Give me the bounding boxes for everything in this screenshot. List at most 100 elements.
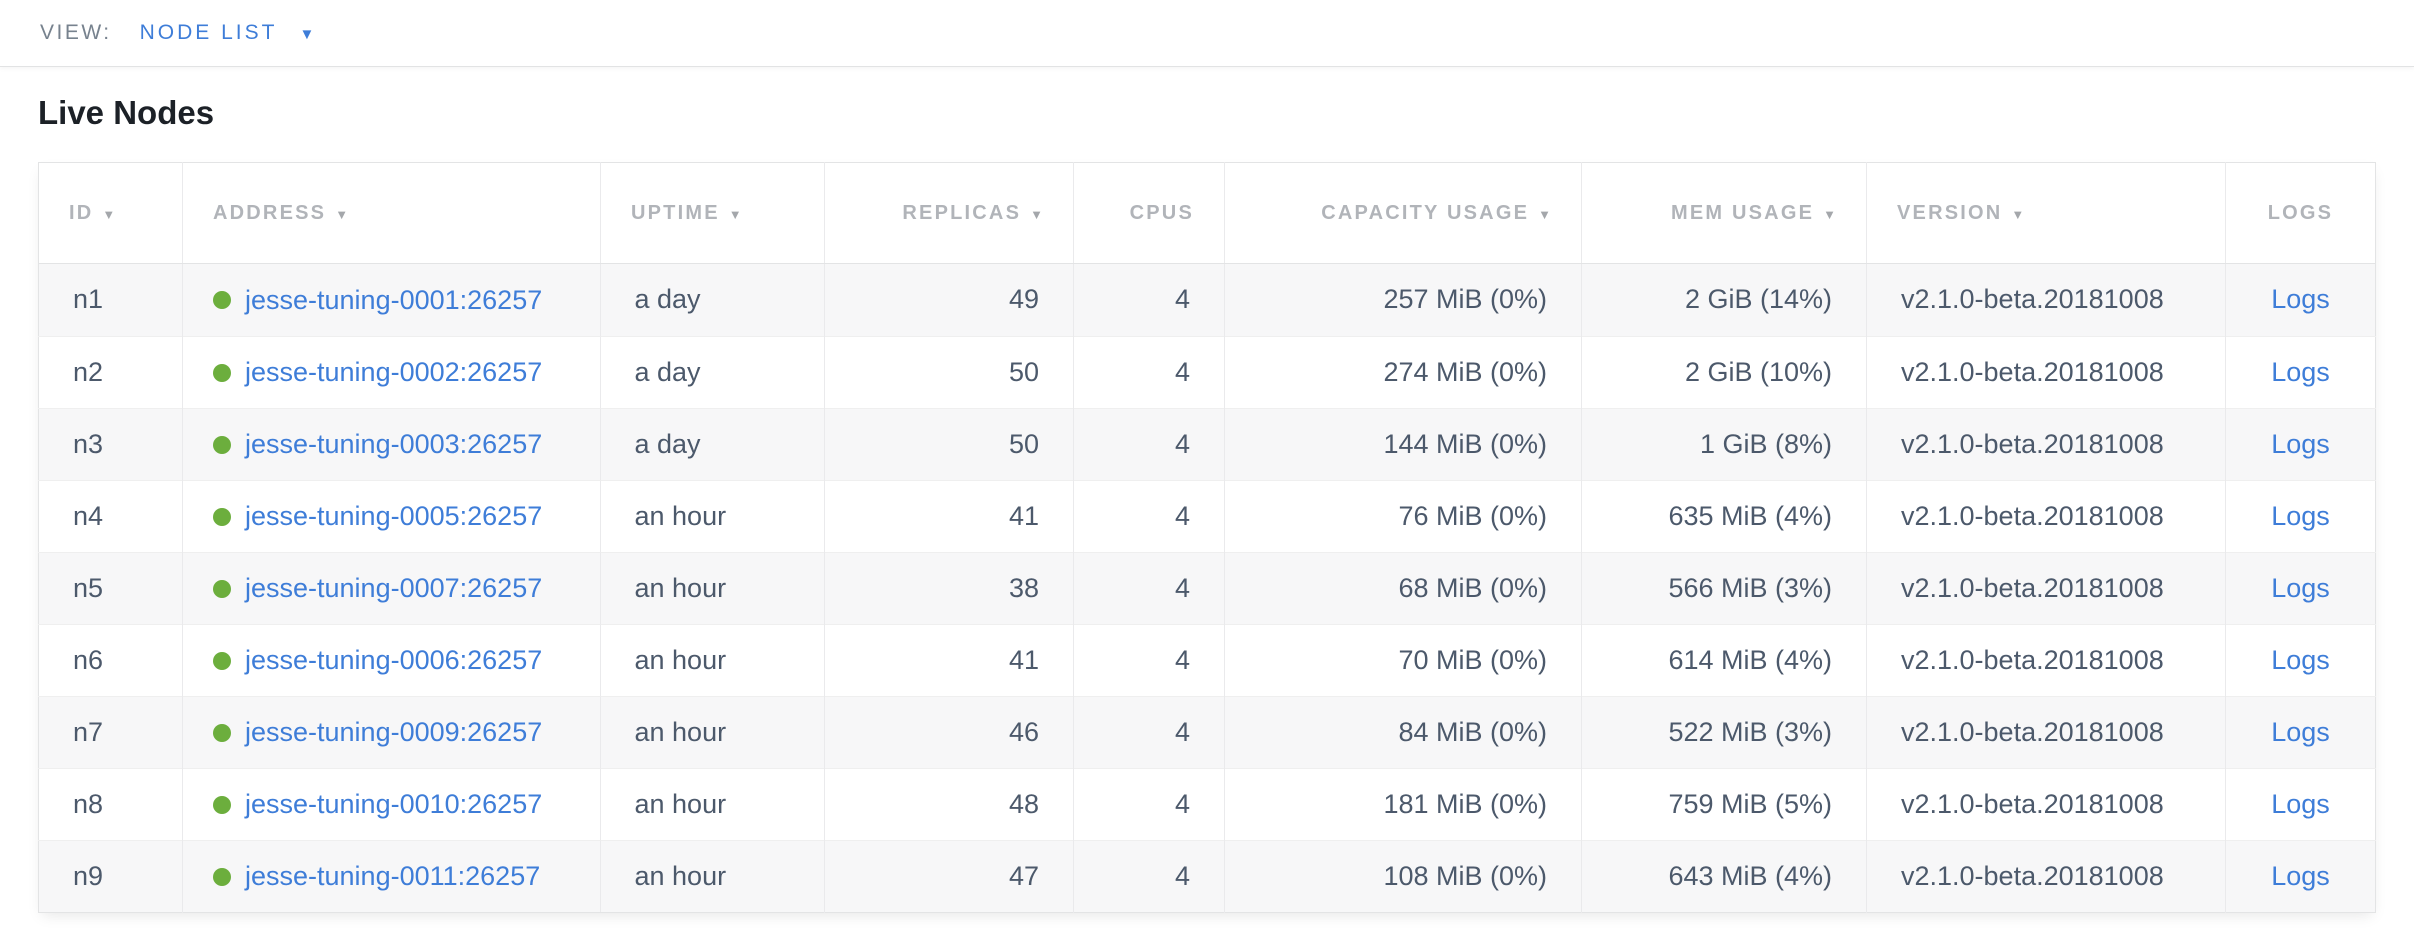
node-address-link[interactable]: jesse-tuning-0006:26257 [245, 645, 543, 675]
column-header-mem-usage[interactable]: MEM USAGE ▼ [1581, 162, 1867, 264]
node-address-cell: jesse-tuning-0007:26257 [183, 552, 601, 624]
node-address-link[interactable]: jesse-tuning-0009:26257 [245, 717, 543, 747]
node-address-cell: jesse-tuning-0003:26257 [183, 408, 601, 480]
node-live-status-icon [213, 651, 231, 670]
capacity-usage-cell: 144 MiB (0%) [1224, 407, 1582, 480]
table-row: n2 jesse-tuning-0002:26257 a day 50 4 27… [38, 335, 2376, 408]
logs-cell: Logs [2225, 695, 2376, 768]
mem-usage-cell: 2 GiB (14%) [1581, 263, 1867, 336]
logs-link[interactable]: Logs [2271, 788, 2330, 819]
node-address-link[interactable]: jesse-tuning-0002:26257 [245, 357, 543, 387]
logs-link[interactable]: Logs [2271, 644, 2330, 675]
replicas-cell: 38 [824, 551, 1074, 624]
node-address-link[interactable]: jesse-tuning-0011:26257 [245, 861, 541, 891]
node-address-cell: jesse-tuning-0005:26257 [183, 480, 601, 552]
cpus-cell: 4 [1073, 695, 1225, 768]
mem-usage-cell: 635 MiB (4%) [1581, 479, 1867, 552]
replicas-cell: 41 [824, 479, 1074, 552]
logs-link[interactable]: Logs [2271, 572, 2330, 603]
cpus-cell: 4 [1073, 407, 1225, 480]
table-row: n9 jesse-tuning-0011:26257 an hour 47 4 … [38, 839, 2376, 913]
node-address-cell: jesse-tuning-0011:26257 [183, 840, 601, 912]
logs-link[interactable]: Logs [2271, 356, 2330, 387]
version-cell: v2.1.0-beta.20181008 [1866, 551, 2226, 624]
uptime-cell: an hour [600, 623, 825, 696]
sort-arrow-icon: ▼ [1030, 206, 1043, 222]
logs-cell: Logs [2225, 263, 2376, 336]
uptime-cell: a day [600, 335, 825, 408]
node-address-cell: jesse-tuning-0006:26257 [183, 624, 601, 696]
sort-arrow-icon: ▼ [1538, 206, 1551, 222]
live-nodes-section: Live Nodes ID ▼ ADDRESS ▼ UPTIME ▼ REPLICAS… [0, 93, 2414, 913]
mem-usage-cell: 759 MiB (5%) [1581, 767, 1867, 840]
replicas-cell: 41 [824, 623, 1074, 696]
view-selector-dropdown[interactable]: NODE LIST ▼ [140, 21, 318, 45]
column-header-version[interactable]: VERSION ▼ [1866, 162, 2226, 264]
capacity-usage-cell: 68 MiB (0%) [1224, 551, 1582, 624]
node-address-link[interactable]: jesse-tuning-0010:26257 [245, 789, 543, 819]
uptime-cell: an hour [600, 767, 825, 840]
version-cell: v2.1.0-beta.20181008 [1866, 767, 2226, 840]
node-live-status-icon [213, 435, 231, 454]
logs-link[interactable]: Logs [2271, 716, 2330, 747]
capacity-usage-cell: 274 MiB (0%) [1224, 335, 1582, 408]
view-label: VIEW: [40, 21, 112, 44]
mem-usage-cell: 522 MiB (3%) [1581, 695, 1867, 768]
column-header-replicas[interactable]: REPLICAS ▼ [824, 162, 1074, 264]
replicas-cell: 49 [824, 263, 1074, 336]
table-row: n6 jesse-tuning-0006:26257 an hour 41 4 … [38, 623, 2376, 696]
node-address-link[interactable]: jesse-tuning-0001:26257 [245, 284, 543, 315]
column-header-id[interactable]: ID ▼ [38, 162, 183, 264]
node-address-link[interactable]: jesse-tuning-0007:26257 [245, 573, 543, 603]
cpus-cell: 4 [1073, 623, 1225, 696]
sort-arrow-icon: ▼ [2011, 206, 2025, 222]
version-cell: v2.1.0-beta.20181008 [1866, 623, 2226, 696]
table-row: n7 jesse-tuning-0009:26257 an hour 46 4 … [38, 695, 2376, 768]
cpus-cell: 4 [1073, 767, 1225, 840]
capacity-usage-cell: 108 MiB (0%) [1224, 839, 1582, 913]
node-live-status-icon [213, 507, 231, 526]
logs-link[interactable]: Logs [2271, 500, 2330, 531]
node-live-status-icon [213, 867, 231, 886]
page-title: Live Nodes [38, 94, 215, 131]
node-address-cell: jesse-tuning-0002:26257 [183, 336, 601, 408]
node-address-cell: jesse-tuning-0010:26257 [183, 768, 601, 840]
node-live-status-icon [213, 579, 231, 598]
column-header-uptime[interactable]: UPTIME ▼ [600, 162, 825, 264]
node-id-cell: n6 [38, 623, 183, 696]
logs-cell: Logs [2225, 767, 2376, 840]
node-id-cell: n2 [38, 335, 183, 408]
column-header-capacity-usage[interactable]: CAPACITY USAGE ▼ [1224, 162, 1582, 264]
cpus-cell: 4 [1073, 479, 1225, 552]
column-header-logs: LOGS [2225, 162, 2376, 264]
sort-arrow-icon: ▼ [1823, 206, 1836, 222]
uptime-cell: an hour [600, 695, 825, 768]
node-address-cell: jesse-tuning-0001:26257 [183, 264, 601, 336]
mem-usage-cell: 614 MiB (4%) [1581, 623, 1867, 696]
sort-arrow-icon: ▼ [728, 206, 742, 222]
version-cell: v2.1.0-beta.20181008 [1866, 407, 2226, 480]
node-address-link[interactable]: jesse-tuning-0005:26257 [245, 501, 543, 531]
node-live-status-icon [213, 363, 231, 382]
table-row: n5 jesse-tuning-0007:26257 an hour 38 4 … [38, 551, 2376, 624]
cpus-cell: 4 [1073, 335, 1225, 408]
view-bar: VIEW: NODE LIST ▼ [0, 0, 2414, 67]
live-nodes-table: ID ▼ ADDRESS ▼ UPTIME ▼ REPLICAS ▼ CPUS CAPA… [38, 162, 2376, 913]
logs-link[interactable]: Logs [2271, 860, 2330, 891]
sort-arrow-icon: ▼ [102, 206, 116, 222]
node-address-link[interactable]: jesse-tuning-0003:26257 [245, 429, 543, 459]
mem-usage-cell: 566 MiB (3%) [1581, 551, 1867, 624]
logs-link[interactable]: Logs [2271, 284, 2330, 315]
node-id-cell: n9 [38, 839, 183, 913]
node-id-cell: n5 [38, 551, 183, 624]
replicas-cell: 47 [824, 839, 1074, 913]
logs-link[interactable]: Logs [2271, 428, 2330, 459]
replicas-cell: 50 [824, 335, 1074, 408]
uptime-cell: an hour [600, 479, 825, 552]
replicas-cell: 48 [824, 767, 1074, 840]
uptime-cell: a day [600, 407, 825, 480]
column-header-address[interactable]: ADDRESS ▼ [182, 162, 601, 264]
node-live-status-icon [213, 795, 231, 814]
logs-cell: Logs [2225, 335, 2376, 408]
node-live-status-icon [213, 723, 231, 742]
